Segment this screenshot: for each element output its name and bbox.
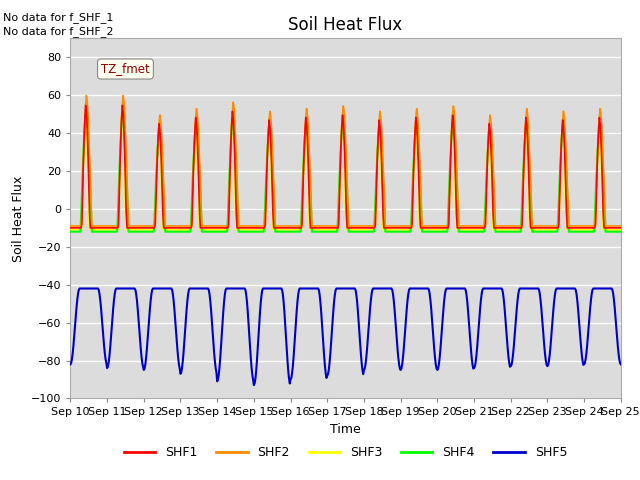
Text: TZ_fmet: TZ_fmet (101, 62, 150, 75)
X-axis label: Time: Time (330, 423, 361, 436)
Y-axis label: Soil Heat Flux: Soil Heat Flux (12, 175, 26, 262)
Text: No data for f_SHF_1: No data for f_SHF_1 (3, 12, 113, 23)
Title: Soil Heat Flux: Soil Heat Flux (289, 16, 403, 34)
Legend: SHF1, SHF2, SHF3, SHF4, SHF5: SHF1, SHF2, SHF3, SHF4, SHF5 (119, 441, 572, 464)
Text: No data for f_SHF_2: No data for f_SHF_2 (3, 26, 114, 37)
